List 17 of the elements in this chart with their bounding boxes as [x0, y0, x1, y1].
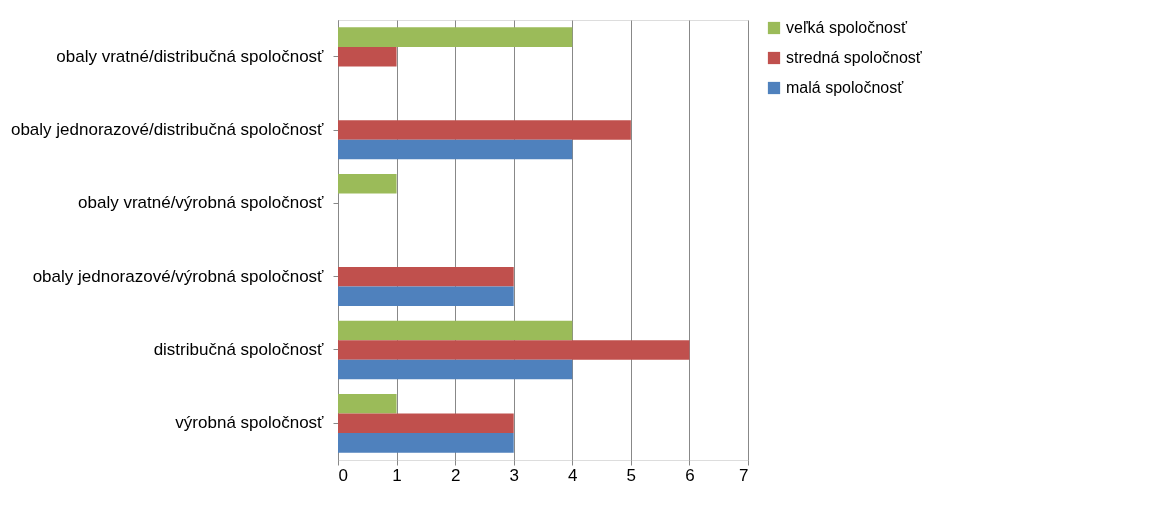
y-tick-label: obaly vratné/distribučná spoločnosť [56, 46, 325, 66]
x-tick-label: 1 [392, 465, 402, 485]
x-tick-label: 6 [685, 465, 695, 485]
legend-label: malá spoločnosť [786, 79, 905, 96]
legend-label: veľká spoločnosť [786, 19, 908, 36]
y-tick-label: obaly jednorazové/distribučná spoločnosť [10, 120, 325, 139]
y-tick-label: výrobná spoločnosť [175, 413, 325, 433]
y-tick-label: obaly jednorazové/výrobná spoločnosť [32, 266, 325, 286]
legend-label: stredná spoločnosť [786, 49, 923, 66]
y-tick-label: distribučná spoločnosť [153, 340, 325, 359]
x-tick-label: 0 [338, 465, 348, 485]
x-tick-label: 4 [568, 465, 578, 485]
x-tick-label: 3 [509, 465, 519, 485]
x-tick-label: 7 [739, 465, 749, 485]
y-tick-label: obaly vratné/výrobná spoločnosť [78, 193, 325, 213]
x-tick-label: 5 [626, 465, 637, 485]
x-tick-label: 2 [450, 465, 461, 485]
